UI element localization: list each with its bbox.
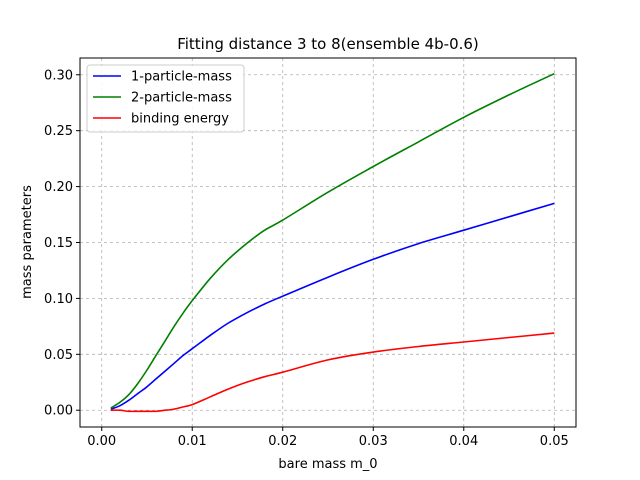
series-line-2-particle-mass [110,72,555,409]
y-tick-label: 0.30 [44,68,73,83]
legend-label-binding-energy: binding energy [131,112,229,127]
x-axis-ticks: 0.00 0.01 0.02 0.03 0.04 0.05 [87,427,569,449]
legend: 1-particle-mass 2-particle-mass binding en… [86,64,245,133]
y-tick-label: 0.25 [44,124,73,139]
legend-label-2-particle-mass: 2-particle-mass [131,91,232,106]
x-tick-label: 0.05 [540,434,569,449]
x-tick-label: 0.04 [449,434,478,449]
x-tick-label: 0.02 [268,434,297,449]
x-tick-label: 0.03 [359,434,388,449]
x-axis-label: bare mass m_0 [278,457,377,472]
chart-title: Fitting distance 3 to 8(ensemble 4b-0.6) [177,35,479,53]
y-tick-label: 0.15 [44,236,73,251]
y-tick-label: 0.05 [44,348,73,363]
legend-box [86,64,245,133]
x-tick-label: 0.01 [178,434,207,449]
y-axis-label: mass parameters [20,185,35,299]
y-axis-ticks: 0.00 0.05 0.10 0.15 0.20 0.25 0.30 [44,68,80,419]
y-tick-label: 0.10 [44,292,73,307]
legend-label-1-particle-mass: 1-particle-mass [131,70,232,85]
series-lines [110,72,555,413]
y-tick-label: 0.20 [44,180,73,195]
y-tick-label: 0.00 [44,404,73,419]
x-tick-label: 0.00 [87,434,116,449]
series-line-binding-energy [110,332,555,413]
series-line-1-particle-mass [110,202,555,410]
legend-items: 1-particle-mass 2-particle-mass binding en… [93,70,232,127]
